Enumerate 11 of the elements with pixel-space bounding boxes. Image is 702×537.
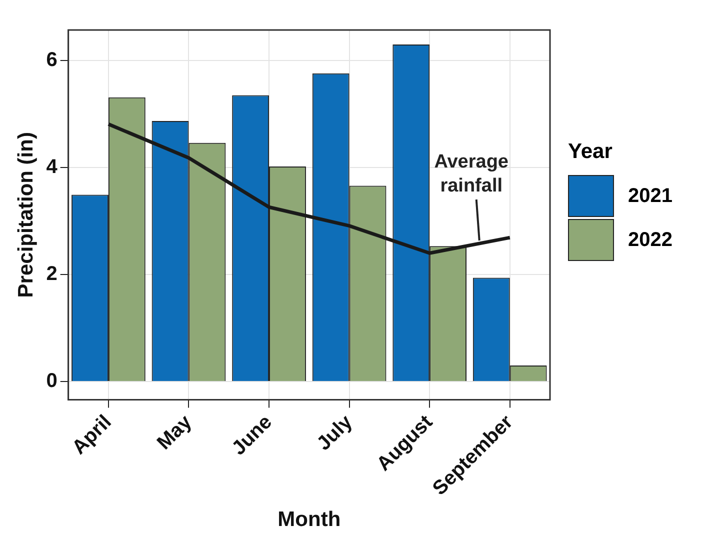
x-axis-title: Month xyxy=(278,508,341,532)
y-tick-label: 2 xyxy=(46,263,58,286)
text: Average rainfall xyxy=(434,152,508,197)
y-tick-label: 6 xyxy=(46,49,58,72)
legend-title: Year xyxy=(568,140,614,164)
legend-label: 2021 xyxy=(628,184,672,208)
x-tick-label: May xyxy=(153,410,197,454)
y-axis-title: Precipitation (in) xyxy=(14,132,38,298)
y-tick-label: 0 xyxy=(46,370,58,392)
y-tick-label: 4 xyxy=(46,156,58,178)
legend-label: 2022 xyxy=(628,228,672,252)
